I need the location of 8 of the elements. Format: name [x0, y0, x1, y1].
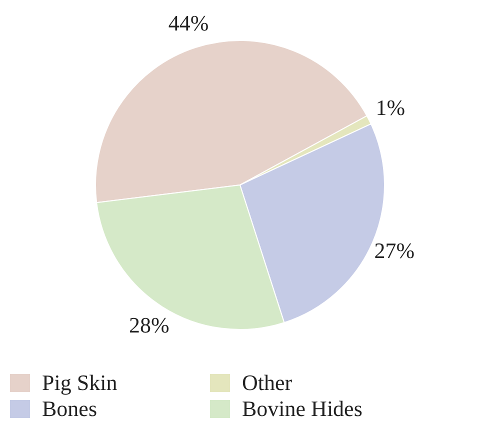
- legend-label: Pig Skin: [41, 370, 118, 396]
- data-label: 44%: [168, 10, 209, 36]
- legend-label: Other: [241, 370, 294, 396]
- data-label: 1%: [376, 94, 406, 120]
- data-label: 27%: [374, 238, 415, 264]
- data-label: 28%: [129, 312, 170, 338]
- legend-label: Bovine Hides: [241, 396, 364, 422]
- legend-label: Bones: [41, 396, 98, 422]
